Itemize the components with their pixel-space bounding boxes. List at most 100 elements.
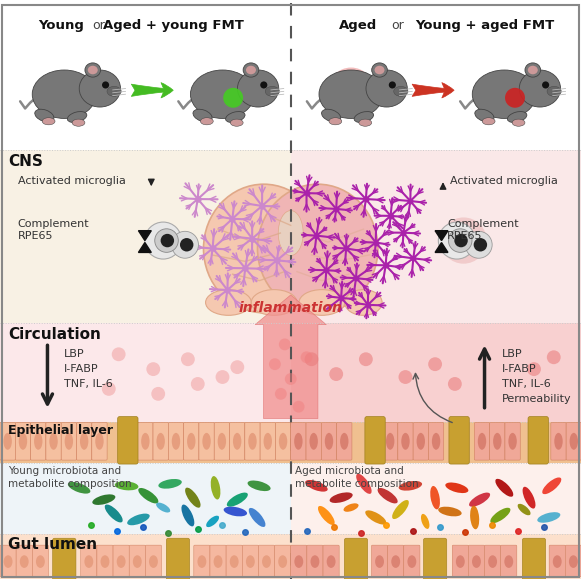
Circle shape [542, 81, 549, 88]
FancyBboxPatch shape [323, 545, 339, 577]
Ellipse shape [472, 555, 481, 568]
FancyBboxPatch shape [214, 423, 229, 460]
Circle shape [275, 388, 287, 400]
Text: Epithelial layer: Epithelial layer [8, 424, 113, 438]
Ellipse shape [294, 433, 303, 450]
FancyBboxPatch shape [413, 423, 429, 460]
Circle shape [191, 377, 205, 391]
FancyBboxPatch shape [260, 423, 275, 460]
Ellipse shape [185, 488, 201, 508]
Ellipse shape [32, 70, 96, 118]
FancyBboxPatch shape [31, 423, 46, 460]
Ellipse shape [330, 492, 353, 503]
Ellipse shape [401, 433, 410, 450]
Ellipse shape [372, 63, 387, 77]
Polygon shape [435, 243, 448, 253]
Ellipse shape [133, 555, 142, 568]
Ellipse shape [375, 66, 385, 74]
Circle shape [300, 352, 312, 363]
Ellipse shape [517, 504, 530, 515]
Circle shape [172, 231, 199, 258]
Circle shape [439, 222, 475, 259]
Ellipse shape [386, 433, 395, 450]
FancyBboxPatch shape [383, 423, 398, 460]
FancyBboxPatch shape [551, 423, 566, 460]
Ellipse shape [262, 555, 271, 568]
Circle shape [151, 387, 165, 401]
Ellipse shape [20, 555, 29, 568]
Bar [290, 463, 582, 534]
Bar [0, 534, 582, 556]
Ellipse shape [49, 433, 58, 450]
Ellipse shape [309, 433, 318, 450]
FancyBboxPatch shape [485, 545, 501, 577]
FancyBboxPatch shape [32, 545, 48, 577]
Text: Aged: Aged [339, 19, 377, 32]
Ellipse shape [391, 555, 400, 568]
Text: CNS: CNS [8, 154, 43, 169]
Circle shape [155, 229, 178, 253]
Text: Aged + young FMT: Aged + young FMT [103, 19, 243, 32]
Ellipse shape [343, 503, 359, 512]
Ellipse shape [478, 433, 486, 450]
Ellipse shape [570, 433, 578, 450]
FancyBboxPatch shape [199, 423, 214, 460]
Ellipse shape [279, 433, 288, 450]
Ellipse shape [421, 514, 429, 529]
FancyBboxPatch shape [336, 423, 352, 460]
Polygon shape [138, 243, 151, 253]
Polygon shape [435, 230, 448, 240]
Ellipse shape [198, 555, 206, 568]
Text: or: or [391, 19, 404, 32]
FancyBboxPatch shape [15, 423, 31, 460]
FancyBboxPatch shape [76, 423, 92, 460]
FancyBboxPatch shape [81, 545, 97, 577]
Ellipse shape [101, 555, 109, 568]
Bar [0, 534, 582, 579]
FancyBboxPatch shape [245, 423, 260, 460]
Circle shape [216, 370, 229, 384]
Ellipse shape [172, 433, 180, 450]
Circle shape [180, 238, 193, 251]
Ellipse shape [92, 494, 115, 505]
Text: Aged microbiota and
metabolite composition: Aged microbiota and metabolite compositi… [295, 466, 418, 489]
Ellipse shape [158, 479, 182, 489]
Ellipse shape [295, 555, 303, 568]
Ellipse shape [127, 513, 150, 525]
Circle shape [547, 350, 561, 364]
FancyBboxPatch shape [475, 423, 490, 460]
Ellipse shape [278, 211, 303, 255]
Circle shape [329, 367, 343, 381]
Ellipse shape [246, 66, 256, 74]
FancyBboxPatch shape [404, 545, 420, 577]
Ellipse shape [305, 480, 328, 492]
Ellipse shape [193, 109, 212, 122]
Bar [0, 421, 582, 463]
Ellipse shape [249, 508, 265, 527]
Ellipse shape [490, 508, 510, 523]
Ellipse shape [4, 433, 12, 450]
Ellipse shape [440, 218, 487, 264]
Circle shape [260, 81, 268, 88]
Ellipse shape [493, 433, 502, 450]
FancyBboxPatch shape [113, 545, 129, 577]
FancyBboxPatch shape [372, 545, 387, 577]
Ellipse shape [475, 109, 494, 122]
FancyBboxPatch shape [321, 423, 336, 460]
Ellipse shape [265, 86, 279, 97]
Ellipse shape [470, 506, 479, 529]
Ellipse shape [156, 503, 171, 513]
FancyBboxPatch shape [290, 423, 306, 460]
Ellipse shape [35, 109, 54, 122]
Ellipse shape [299, 290, 345, 315]
Ellipse shape [263, 433, 272, 450]
Circle shape [448, 377, 462, 391]
Ellipse shape [258, 184, 378, 313]
Circle shape [285, 373, 297, 385]
Ellipse shape [537, 512, 560, 523]
FancyBboxPatch shape [275, 423, 290, 460]
Ellipse shape [432, 433, 440, 450]
Ellipse shape [482, 118, 495, 125]
Ellipse shape [325, 433, 333, 450]
Ellipse shape [65, 433, 73, 450]
